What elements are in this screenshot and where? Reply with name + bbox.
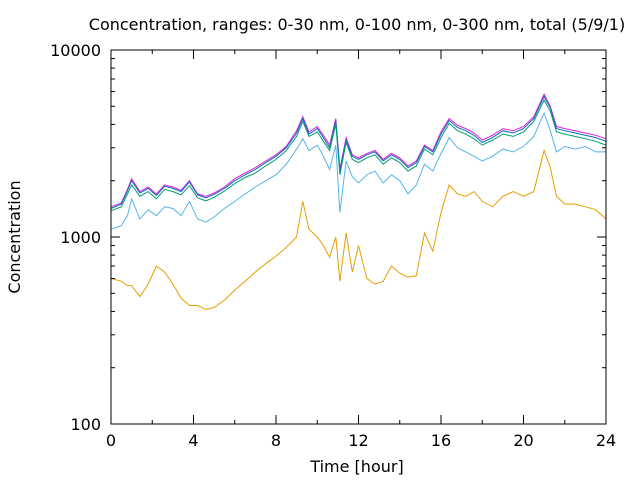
axes-group: 0 4 8 12 16 20 24 100 1000 10000 — [50, 41, 616, 450]
series-line-1 — [110, 93, 607, 208]
x-tick-label: 4 — [188, 431, 198, 450]
x-tick-label: 20 — [513, 431, 533, 450]
x-tick-label: 16 — [431, 431, 451, 450]
y-axis-label: Concentration — [5, 180, 24, 293]
x-tick-label: 8 — [271, 431, 281, 450]
y-tick-label: 10000 — [50, 41, 101, 60]
y-tick-label: 100 — [70, 415, 101, 434]
y-tick-label: 1000 — [60, 228, 101, 247]
series-line-2 — [110, 95, 607, 209]
series-line-5 — [110, 148, 607, 310]
chart-title: Concentration, ranges: 0-30 nm, 0-100 nm… — [89, 15, 625, 34]
x-tick-label: 24 — [596, 431, 616, 450]
series-group — [110, 93, 607, 310]
series-line-3 — [110, 98, 607, 212]
series-line-4 — [110, 111, 606, 230]
plot-frame — [110, 49, 607, 425]
x-axis-label: Time [hour] — [309, 457, 403, 476]
x-tick-label: 0 — [106, 431, 116, 450]
x-tick-label: 12 — [348, 431, 368, 450]
